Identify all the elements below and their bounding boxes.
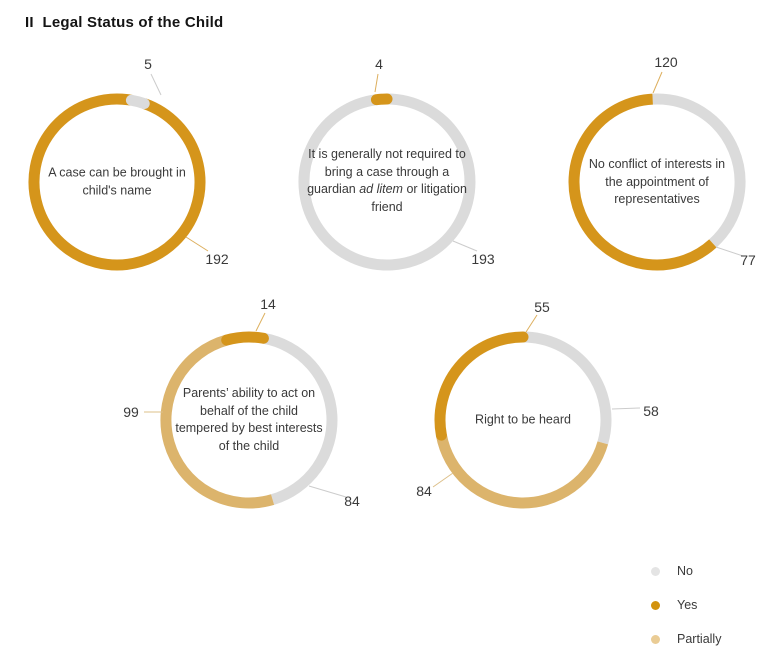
donut-center-label-parents-ability: Parents’ ability to act on behalf of the… [175, 386, 323, 453]
donut-segment-partially [435, 434, 609, 509]
legend-item-no: No [651, 564, 721, 578]
donut-segment-no [652, 93, 746, 248]
donut-segment-yes [28, 93, 206, 271]
leader-line [185, 236, 209, 252]
value-label-yes-14: 14 [260, 296, 276, 312]
legend-dot-no-icon [651, 566, 660, 576]
value-label-no-193: 193 [471, 251, 495, 267]
donut-segment-partially [160, 334, 275, 509]
value-label-no-77: 77 [740, 252, 756, 268]
legend-dot-partially-icon [651, 634, 660, 644]
donut-segment-yes [221, 331, 269, 346]
leader-line [715, 246, 744, 257]
legend-label-partially: Partially [677, 632, 722, 646]
legend-item-partially: Partially [651, 632, 721, 646]
value-label-no-84: 84 [344, 493, 360, 509]
label-text: or litigation friend [371, 182, 467, 214]
donut-center-label-no-conflict-of-interests: No conflict of interests in the appointm… [588, 156, 726, 206]
donut-center-label-case-in-childs-name: A case can be brought in child's name [48, 165, 186, 198]
donut-segment-no [262, 332, 338, 505]
value-label-no-58: 58 [643, 403, 659, 419]
donut-center-label-right-to-be-heard: Right to be heard [475, 412, 571, 427]
legend-label-yes: Yes [677, 598, 698, 612]
donut-segment-yes [370, 93, 393, 106]
value-label-yes-192: 192 [205, 251, 229, 267]
value-label-yes-4: 4 [375, 56, 383, 72]
donut-segment-no [298, 93, 476, 271]
leader-line [432, 472, 454, 488]
donut-segment-no [522, 331, 612, 445]
value-label-partially-99: 99 [123, 404, 139, 420]
donut-center-label-guardian-ad-litem: It is generally not required to bring a … [307, 146, 467, 216]
page-title: II Legal Status of the Child [25, 14, 224, 31]
legend-dot-yes-icon [651, 600, 660, 610]
leader-line [255, 312, 266, 332]
value-label-partially-84: 84 [416, 483, 432, 499]
label-text: It is generally not required to bring a … [307, 147, 466, 196]
leader-line [452, 240, 478, 252]
label-text-italic: ad litem [359, 182, 403, 196]
legend: No Yes Partially [651, 564, 721, 666]
leader-line [308, 485, 347, 498]
leader-line [374, 73, 379, 93]
leader-line [525, 314, 538, 333]
leader-line [150, 73, 162, 96]
value-label-yes-120: 120 [654, 54, 678, 70]
leader-line [611, 407, 641, 410]
legend-item-yes: Yes [651, 598, 721, 612]
value-label-yes-55: 55 [534, 299, 550, 315]
donut-segment-yes [568, 93, 717, 271]
leader-line [652, 71, 663, 94]
donut-segment-yes [434, 331, 529, 441]
donut-segment-no [125, 94, 150, 110]
value-label-no-5: 5 [144, 56, 152, 72]
legend-label-no: No [677, 564, 693, 578]
